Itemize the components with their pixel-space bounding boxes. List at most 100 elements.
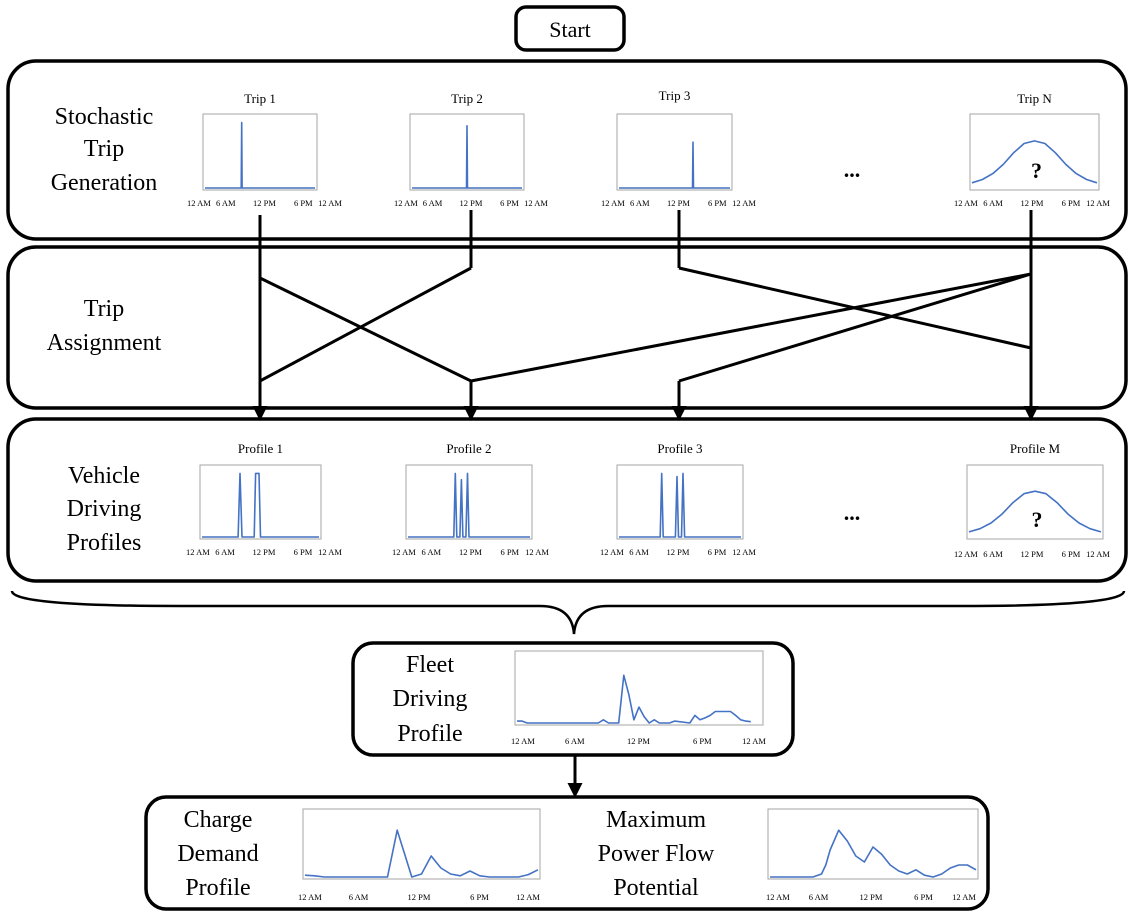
tick-label: 12 PM: [460, 198, 483, 208]
tick-label: 12 AM: [1086, 549, 1110, 559]
tick-label: 6 PM: [1062, 549, 1081, 559]
tick-label: 12 AM: [524, 198, 548, 208]
tick-label: 12 AM: [954, 549, 978, 559]
trip-assignment-box: [6, 245, 1128, 410]
unknown-marker: ?: [1032, 507, 1043, 532]
driving-profiles-label-line3: Profiles: [67, 530, 142, 556]
trip-generation-label-line3: Generation: [51, 170, 158, 196]
series-line: [619, 141, 730, 189]
plot-frame: [767, 808, 979, 880]
tick-label: 12 PM: [253, 198, 276, 208]
tick-label: 12 AM: [766, 892, 790, 902]
series-line: [971, 140, 1098, 184]
tick-label: 12 AM: [187, 198, 211, 208]
driving-profiles-box: [6, 417, 1128, 583]
tick-label: 12 AM: [732, 547, 756, 557]
tick-label: 12 AM: [318, 547, 342, 557]
tick-label: 6 PM: [500, 547, 519, 557]
tick-label: 6 AM: [215, 547, 235, 557]
max-power-flow-label-line1: Maximum: [606, 807, 706, 833]
driving-profiles-label-line2: Driving: [67, 496, 142, 522]
series-line: [304, 829, 539, 878]
charge-demand-label-line2: Demand: [177, 841, 258, 867]
plot-frame: [616, 113, 733, 191]
plot-frame: [202, 113, 318, 191]
plot-frame: [969, 113, 1100, 191]
trip-generation-label-line1: Stochastic: [55, 104, 154, 130]
tick-label: 12 PM: [459, 547, 482, 557]
tick-label: 12 PM: [408, 892, 431, 902]
tick-label: 6 PM: [1062, 198, 1081, 208]
tick-label: 6 PM: [708, 198, 727, 208]
chart-fleet: 12 AM 6 AM 12 PM 6 PM 12 AM: [511, 650, 766, 746]
tick-label: 12 AM: [952, 892, 976, 902]
tick-label: 6 AM: [983, 549, 1003, 559]
tick-label: 6 PM: [708, 547, 727, 557]
series-line: [770, 829, 977, 878]
tick-label: 12 PM: [1021, 549, 1044, 559]
tick-label: 6 PM: [500, 198, 519, 208]
chart-title: Trip N: [1017, 91, 1052, 106]
tick-label: 12 AM: [1086, 198, 1110, 208]
series-line: [202, 472, 319, 538]
assignment-connectors: [252, 210, 1039, 421]
series-line: [968, 490, 1102, 533]
charge-demand-label-line3: Profile: [185, 875, 250, 901]
series-line: [517, 674, 751, 724]
chart-title: Profile 3: [657, 441, 702, 456]
tick-label: 12 PM: [627, 736, 650, 746]
connector-tripN-to-profile2: [470, 272, 1032, 383]
start-box: [514, 5, 626, 52]
tick-label: 6 AM: [983, 198, 1003, 208]
tick-label: 6 PM: [294, 547, 313, 557]
tick-label: 12 AM: [516, 892, 540, 902]
tick-label: 6 PM: [693, 736, 712, 746]
tick-label: 6 PM: [914, 892, 933, 902]
chart-profile3: Profile 3 12 AM 6 AM 12 PM 6 PM 12 AM: [600, 441, 756, 557]
trip-generation-box: [6, 59, 1128, 241]
tick-label: 12 AM: [392, 547, 416, 557]
tick-label: 12 PM: [1021, 198, 1044, 208]
chart-profileM: Profile M? 12 AM 6 AM 12 PM 6 PM 12 AM: [954, 441, 1110, 559]
start-label: Start: [549, 17, 591, 42]
trip-generation-label-line2: Trip: [84, 136, 124, 162]
tick-label: 12 PM: [667, 547, 690, 557]
tick-label: 12 AM: [732, 198, 756, 208]
tick-label: 6 AM: [423, 198, 443, 208]
trip-assignment-label-line1: Trip: [84, 296, 124, 322]
chart-charge-demand: 12 AM 6 AM 12 PM 6 PM 12 AM: [298, 808, 541, 902]
series-line: [205, 121, 315, 189]
plot-frame: [302, 808, 541, 880]
max-power-flow-label-line2: Power Flow: [598, 841, 715, 867]
tick-label: 12 AM: [742, 736, 766, 746]
unknown-marker: ?: [1031, 158, 1042, 183]
start-node: Start: [514, 5, 626, 52]
fleet-profile-label-line1: Fleet: [406, 652, 454, 678]
chart-title: Profile 1: [238, 441, 283, 456]
plot-frame: [514, 650, 764, 726]
tick-label: 12 AM: [186, 547, 210, 557]
tick-label: 12 AM: [318, 198, 342, 208]
chart-title: Trip 1: [244, 91, 276, 106]
chart-trip3: Trip 3 12 AM 6 AM 12 PM 6 PM 12 AM: [601, 88, 756, 208]
tick-label: 6 AM: [349, 892, 369, 902]
tick-label: 12 AM: [298, 892, 322, 902]
chart-max-power-flow: 12 AM 6 AM 12 PM 6 PM 12 AM: [766, 808, 979, 902]
tick-label: 6 AM: [421, 547, 441, 557]
tick-label: 6 AM: [630, 198, 650, 208]
plot-frame: [966, 464, 1104, 540]
series-line: [412, 125, 522, 189]
max-power-flow-label-line3: Potential: [613, 875, 699, 901]
tick-label: 12 AM: [601, 198, 625, 208]
chart-tripN: Trip N? 12 AM 6 AM 12 PM 6 PM 12 AM: [954, 91, 1110, 208]
tick-label: 12 AM: [525, 547, 549, 557]
plot-frame: [616, 464, 744, 540]
driving-profiles-label-line1: Vehicle: [68, 463, 140, 489]
trips-ellipsis: ...: [844, 157, 861, 182]
fleet-profile-label-line2: Driving: [393, 686, 468, 712]
chart-title: Profile M: [1010, 441, 1061, 456]
tick-label: 6 AM: [809, 892, 829, 902]
tick-label: 12 AM: [394, 198, 418, 208]
tick-label: 12 PM: [860, 892, 883, 902]
